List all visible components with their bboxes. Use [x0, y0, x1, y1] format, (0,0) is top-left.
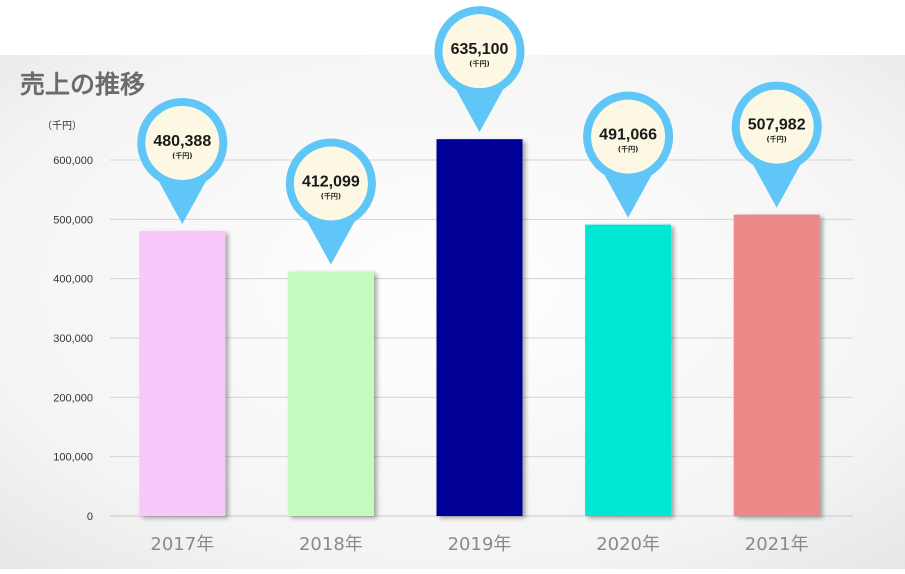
y-axis: 0 100,000 200,000 300,000 400,000 500,000 600,… [53, 155, 93, 523]
x-tick-label: 2020年 [596, 534, 660, 555]
x-tick-label: 2017年 [150, 534, 214, 555]
bar [436, 139, 523, 516]
bar [733, 214, 820, 516]
y-tick-label: 300,000 [53, 333, 93, 345]
y-tick-label: 500,000 [53, 214, 93, 226]
x-tick-label: 2021年 [745, 534, 809, 555]
value-pin: 412,099(千円) [285, 138, 376, 265]
value-pin: 480,388(千円) [137, 97, 228, 224]
value-pins: 480,388(千円)412,099(千円)635,100(千円)491,066… [137, 6, 822, 265]
x-tick-label: 2019年 [448, 534, 512, 555]
data-label: 507,982 [748, 117, 806, 134]
x-axis: 2017年 2018年 2019年 2020年 2021年 [150, 534, 808, 555]
bar [287, 271, 374, 516]
bar [585, 224, 672, 517]
y-tick-label: 0 [87, 511, 93, 523]
y-tick-label: 600,000 [53, 155, 93, 167]
pin-label-bg [145, 105, 220, 180]
bars [139, 139, 820, 517]
value-pin: 491,066(千円) [583, 91, 674, 218]
data-label-unit: (千円) [469, 59, 489, 68]
data-label-unit: (千円) [172, 151, 192, 160]
y-unit-label: （千円） [42, 120, 82, 132]
value-pin: 635,100(千円) [434, 6, 525, 133]
pin-label-bg [591, 99, 666, 174]
data-label-unit: (千円) [766, 135, 786, 144]
bar [139, 230, 226, 516]
data-label: 491,066 [599, 127, 657, 144]
pin-label-bg [739, 89, 814, 164]
data-label-unit: (千円) [618, 145, 638, 154]
data-label-unit: (千円) [321, 191, 341, 200]
pin-label-bg [293, 146, 368, 221]
y-tick-label: 400,000 [53, 274, 93, 286]
data-label: 480,388 [153, 133, 211, 150]
y-tick-label: 100,000 [53, 452, 93, 464]
chart-title: 売上の推移 [20, 70, 145, 99]
data-label: 412,099 [302, 173, 360, 190]
x-tick-label: 2018年 [299, 534, 363, 555]
pin-label-bg [442, 14, 517, 89]
y-tick-label: 200,000 [53, 392, 93, 404]
value-pin: 507,982(千円) [731, 81, 822, 208]
data-label: 635,100 [451, 41, 509, 58]
